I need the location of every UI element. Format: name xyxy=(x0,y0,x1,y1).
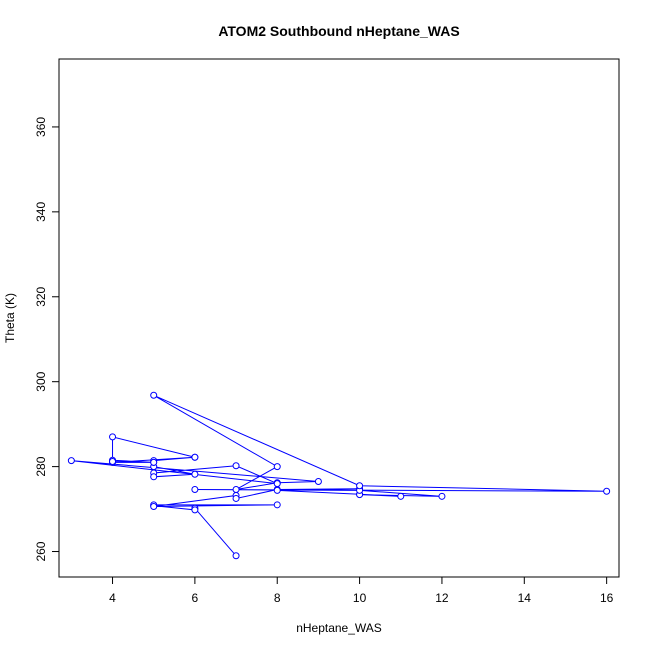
data-point xyxy=(273,463,281,471)
data-point xyxy=(273,486,281,494)
y-axis-label: Theta (K) xyxy=(3,293,17,343)
y-tick-label: 300 xyxy=(34,371,48,391)
plot-frame xyxy=(58,58,620,578)
data-point xyxy=(232,462,240,470)
data-point xyxy=(191,453,199,461)
x-tick-label: 12 xyxy=(435,591,449,605)
data-point xyxy=(109,433,117,441)
data-point xyxy=(191,470,199,478)
x-tick-label: 10 xyxy=(353,591,367,605)
data-point xyxy=(356,482,364,490)
data-series xyxy=(67,391,611,560)
data-point xyxy=(191,506,199,514)
data-point xyxy=(314,477,322,485)
x-axis: 4 6 8 10 12 14 16 xyxy=(109,576,614,605)
x-tick-label: 6 xyxy=(192,591,199,605)
x-tick-label: 4 xyxy=(109,591,116,605)
data-point xyxy=(109,458,117,466)
data-point xyxy=(150,473,158,481)
y-tick-label: 340 xyxy=(34,202,48,222)
y-tick-label: 260 xyxy=(34,541,48,561)
x-tick-label: 16 xyxy=(600,591,614,605)
data-point xyxy=(232,486,240,494)
y-tick-label: 360 xyxy=(34,117,48,137)
data-point xyxy=(232,494,240,502)
x-tick-label: 8 xyxy=(274,591,281,605)
data-point xyxy=(438,492,446,500)
data-point xyxy=(150,391,158,399)
chart-title: ATOM2 Southbound nHeptane_WAS xyxy=(218,23,459,39)
data-point xyxy=(150,458,158,466)
y-tick-label: 280 xyxy=(34,456,48,476)
data-point xyxy=(273,480,281,488)
data-point xyxy=(397,492,405,500)
data-point xyxy=(67,457,75,465)
data-point xyxy=(232,552,240,560)
x-axis-label: nHeptane_WAS xyxy=(296,621,382,635)
y-axis: 260 280 300 320 340 360 xyxy=(34,117,60,562)
x-tick-label: 14 xyxy=(518,591,532,605)
data-point xyxy=(191,486,199,494)
data-point xyxy=(150,503,158,511)
data-point xyxy=(603,487,611,495)
data-point xyxy=(273,501,281,509)
y-tick-label: 320 xyxy=(34,286,48,306)
